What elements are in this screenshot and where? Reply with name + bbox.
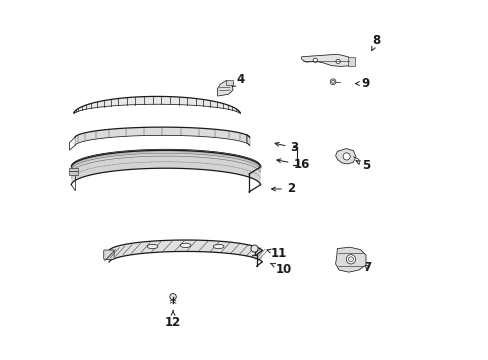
Circle shape (312, 58, 317, 63)
Polygon shape (109, 240, 262, 262)
Text: 9: 9 (355, 77, 369, 90)
Text: 4: 4 (231, 73, 244, 87)
Polygon shape (335, 149, 355, 164)
Text: 8: 8 (371, 34, 380, 50)
Text: 2: 2 (271, 183, 294, 195)
Ellipse shape (180, 243, 190, 248)
Polygon shape (217, 81, 233, 96)
Circle shape (346, 255, 355, 264)
Polygon shape (74, 96, 240, 113)
Circle shape (250, 245, 258, 252)
Text: 11: 11 (266, 247, 286, 260)
Polygon shape (335, 247, 365, 272)
Circle shape (348, 257, 353, 262)
Bar (347, 58, 354, 66)
Circle shape (169, 294, 176, 300)
Circle shape (329, 79, 335, 85)
Text: 3: 3 (274, 141, 298, 154)
Ellipse shape (147, 244, 158, 249)
Ellipse shape (213, 244, 224, 249)
Polygon shape (301, 54, 351, 66)
Polygon shape (75, 127, 249, 145)
Polygon shape (71, 150, 260, 185)
Bar (69, 171, 78, 175)
Text: 16: 16 (276, 158, 309, 171)
Bar (225, 80, 233, 85)
Text: 7: 7 (363, 261, 371, 274)
Bar (69, 168, 78, 171)
Circle shape (335, 59, 340, 64)
Text: 12: 12 (164, 311, 181, 329)
Text: 10: 10 (270, 263, 291, 276)
Circle shape (343, 153, 349, 160)
FancyBboxPatch shape (103, 250, 114, 259)
Circle shape (331, 80, 334, 83)
Text: 5: 5 (355, 159, 369, 172)
